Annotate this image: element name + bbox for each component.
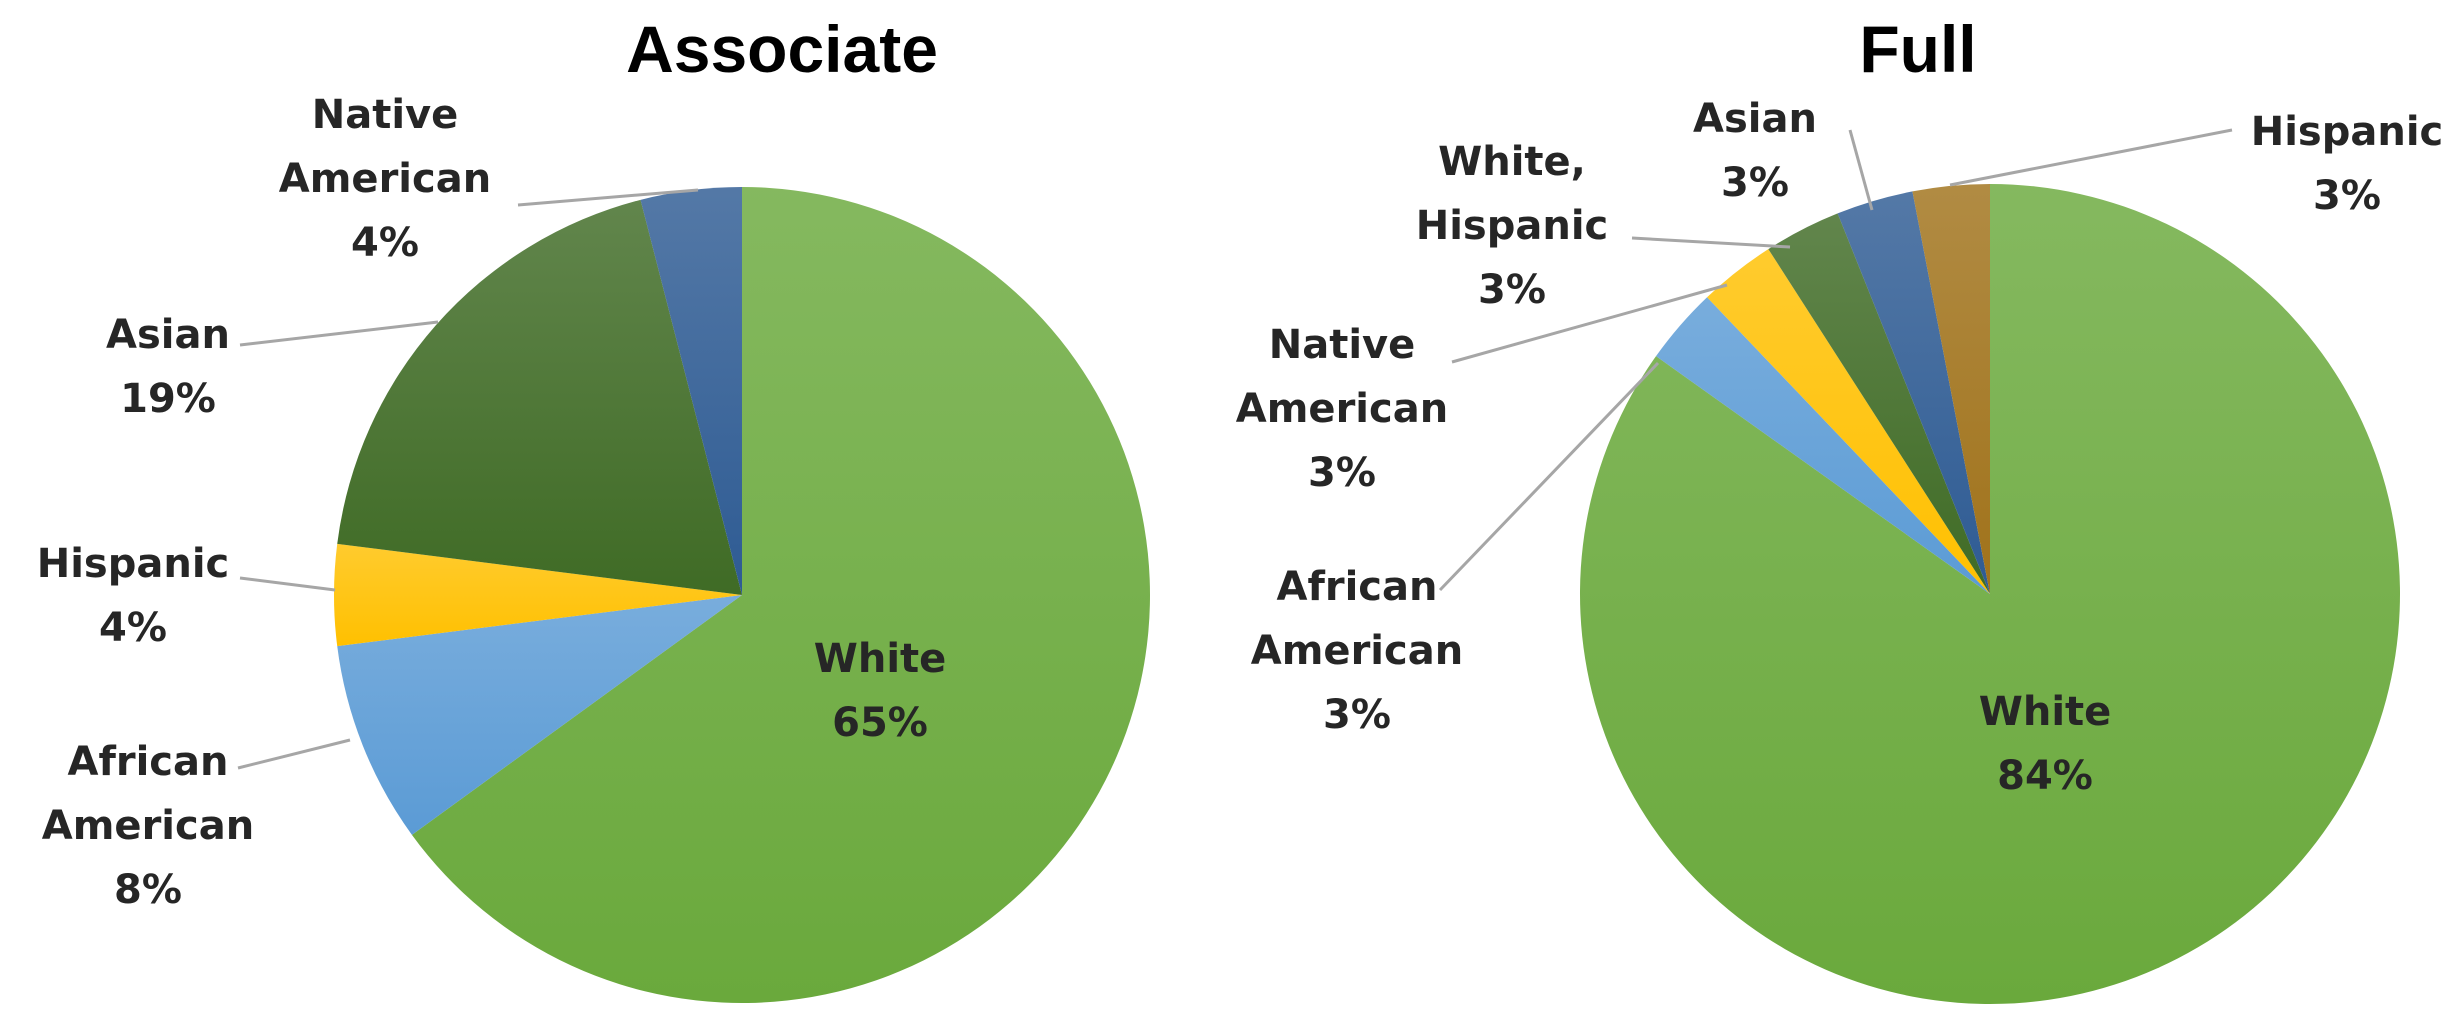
data-label-line: 8%: [114, 867, 182, 913]
leader-line: [237, 738, 351, 770]
data-label-line: Native: [1269, 322, 1416, 368]
pie-slice-asian: [1837, 191, 1990, 594]
data-label: African American 3%: [1251, 564, 1463, 738]
data-label-line: American: [279, 156, 491, 202]
data-label: Hispanic 4%: [37, 541, 230, 651]
leader-line: [1631, 236, 1791, 249]
leader-line: [239, 576, 336, 592]
pie-slice-white: [411, 187, 1150, 1003]
data-label-line: 3%: [1721, 160, 1789, 206]
data-label-line: African: [1277, 564, 1438, 610]
data-label: Hispanic 3%: [2251, 109, 2444, 219]
data-label-line: Hispanic: [1416, 203, 1609, 249]
pie-slice-white: [1580, 184, 2401, 1004]
chart-title: Full: [1859, 12, 1976, 86]
data-label-line: 65%: [832, 700, 928, 746]
pie-slice-african-american: [1656, 297, 1990, 594]
data-label-line: Asian: [106, 312, 230, 358]
leader-line: [1848, 129, 1874, 211]
leader-line: [239, 320, 439, 347]
data-label-line: Hispanic: [37, 541, 230, 587]
pie-slice-hispanic: [1912, 184, 1990, 594]
data-label-line: 3%: [1478, 267, 1546, 313]
leader-line: [1949, 128, 2233, 187]
data-label: Native American 4%: [279, 92, 491, 266]
leader-line: [1438, 361, 1660, 592]
data-label: African American 8%: [42, 739, 254, 913]
data-label-line: African: [68, 739, 229, 785]
data-label-line: 19%: [120, 376, 216, 422]
pie-slice-native-american: [1707, 249, 1990, 594]
data-label: Native American 3%: [1236, 322, 1448, 496]
data-label-line: American: [1236, 386, 1448, 432]
leader-line: [1451, 283, 1728, 364]
pie-chart-associate: Associate White 65% African American 8% Hispa…: [37, 12, 1150, 1003]
data-label-line: White: [1979, 689, 2112, 735]
leader-line: [517, 188, 699, 207]
data-label-line: 84%: [1997, 753, 2093, 799]
pie-slice-white-hispanic: [1768, 213, 1990, 594]
data-label-line: American: [1251, 628, 1463, 674]
pie-chart-full: Full White 84% African American 3% Native Amer…: [1236, 12, 2443, 1004]
chart-title: Associate: [626, 12, 938, 86]
data-label: White 84%: [1979, 689, 2112, 799]
pie-slice-native-american: [640, 187, 742, 595]
pie-slice-african-american: [337, 595, 742, 835]
data-label-line: 3%: [1308, 450, 1376, 496]
data-label-line: Asian: [1693, 96, 1817, 142]
data-label-line: White,: [1438, 139, 1586, 185]
data-label-line: American: [42, 803, 254, 849]
data-label-line: Hispanic: [2251, 109, 2444, 155]
data-label: White 65%: [814, 636, 947, 746]
pie-slice-asian: [337, 199, 742, 596]
data-label: Asian 19%: [106, 312, 230, 422]
data-label-line: 3%: [1323, 692, 1391, 738]
pie-slice-hispanic: [333, 543, 742, 647]
data-label-line: Native: [312, 92, 459, 138]
data-label-line: 3%: [2313, 173, 2381, 219]
data-label-line: White: [814, 636, 947, 682]
data-label-line: 4%: [99, 605, 167, 651]
data-label: Asian 3%: [1693, 96, 1817, 206]
data-label-line: 4%: [351, 220, 419, 266]
data-label: White, Hispanic 3%: [1416, 139, 1609, 313]
